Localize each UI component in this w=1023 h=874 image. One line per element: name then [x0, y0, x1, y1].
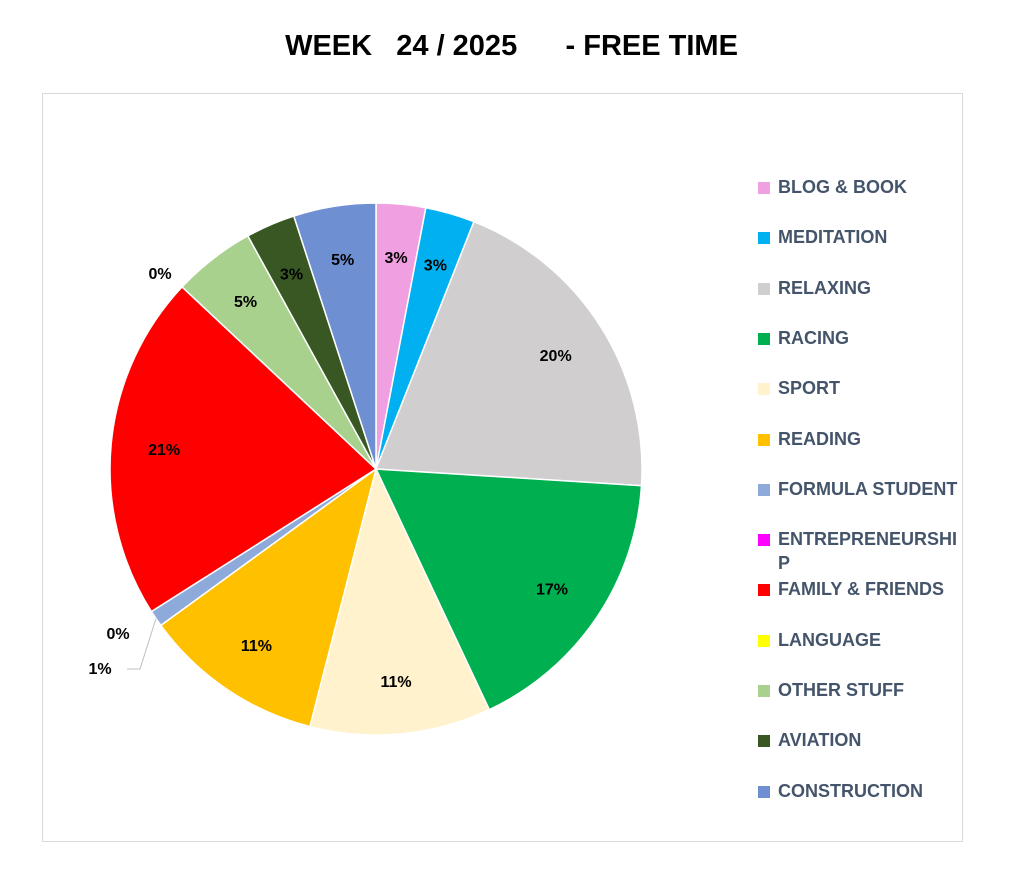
data-label-family-and-friends: 21% [148, 442, 180, 459]
legend-item-reading: READING [758, 427, 968, 477]
leader-line-formula-student [127, 618, 157, 670]
legend-label: RELAXING [778, 277, 872, 298]
pie-slice-family-and-friends [109, 285, 378, 613]
pie-slice-reading [159, 467, 378, 728]
legend-swatch [758, 785, 770, 798]
legend-item-language: LANGUAGE [758, 628, 968, 678]
legend-swatch [758, 182, 770, 194]
legend-item-aviation: AVIATION [758, 728, 968, 778]
data-label-relaxing: 20% [540, 348, 572, 365]
data-label-aviation: 3% [280, 267, 303, 284]
legend-swatch [758, 282, 770, 295]
legend-label: AVIATION [778, 730, 862, 751]
legend-item-racing: RACING [758, 326, 968, 376]
pie-slice-relaxing [374, 220, 643, 487]
legend-label: LANGUAGE [778, 629, 881, 650]
legend-item-entrepreneurship: ENTREPRENEURSHIP [758, 527, 968, 577]
legend-label: READING [778, 428, 862, 449]
legend-label: FAMILY & FRIENDS [778, 579, 945, 600]
legend-swatch [758, 232, 770, 245]
data-label-reading: 11% [241, 638, 272, 655]
legend-label: ENTREPRENEURSHIP [778, 529, 958, 574]
legend-item-sport: SPORT [758, 376, 968, 426]
data-label-other-stuff: 5% [234, 294, 257, 311]
legend-swatch [758, 584, 770, 597]
data-label-racing: 17% [536, 582, 568, 599]
legend-label: FORMULA STUDENT [778, 478, 958, 499]
legend-item-family-and-friends: FAMILY & FRIENDS [758, 577, 968, 627]
legend-swatch [758, 685, 770, 697]
data-label-language: 0% [148, 266, 171, 283]
data-label-entrepreneurship: 0% [106, 626, 129, 643]
legend-swatch [758, 433, 770, 446]
pie-slice-construction [292, 202, 377, 470]
legend-item-blog-and-book: BLOG & BOOK [758, 175, 968, 225]
legend-item-formula-student: FORMULA STUDENT [758, 477, 968, 527]
legend-label: MEDITATION [778, 227, 888, 248]
chart-frame [42, 93, 963, 842]
legend-swatch [758, 735, 770, 748]
legend-item-meditation: MEDITATION [758, 225, 968, 275]
pie-slice-sport [308, 466, 491, 736]
data-label-formula-student: 1% [88, 661, 111, 678]
legend-label: SPORT [778, 378, 841, 399]
legend-item-relaxing: RELAXING [758, 276, 968, 326]
chart-title: WEEK 24 / 2025 - FREE TIME [285, 30, 738, 62]
legend-item-construction: CONSTRUCTION [758, 779, 968, 829]
legend-swatch [758, 634, 770, 647]
legend-label: OTHER STUFF [778, 680, 904, 700]
pie-slice-racing [374, 468, 643, 711]
legend-swatch [758, 534, 770, 547]
data-label-sport: 11% [380, 674, 411, 691]
legend-swatch [758, 332, 770, 345]
legend-label: RACING [778, 327, 849, 348]
legend-swatch [758, 483, 770, 496]
data-label-meditation: 3% [424, 258, 447, 275]
legend-label: CONSTRUCTION [778, 780, 923, 801]
legend-swatch [758, 383, 770, 396]
data-label-blog-and-book: 3% [384, 250, 407, 267]
data-label-construction: 5% [331, 252, 354, 269]
legend-label: BLOG & BOOK [778, 177, 907, 197]
legend-item-other-stuff: OTHER STUFF [758, 678, 968, 728]
